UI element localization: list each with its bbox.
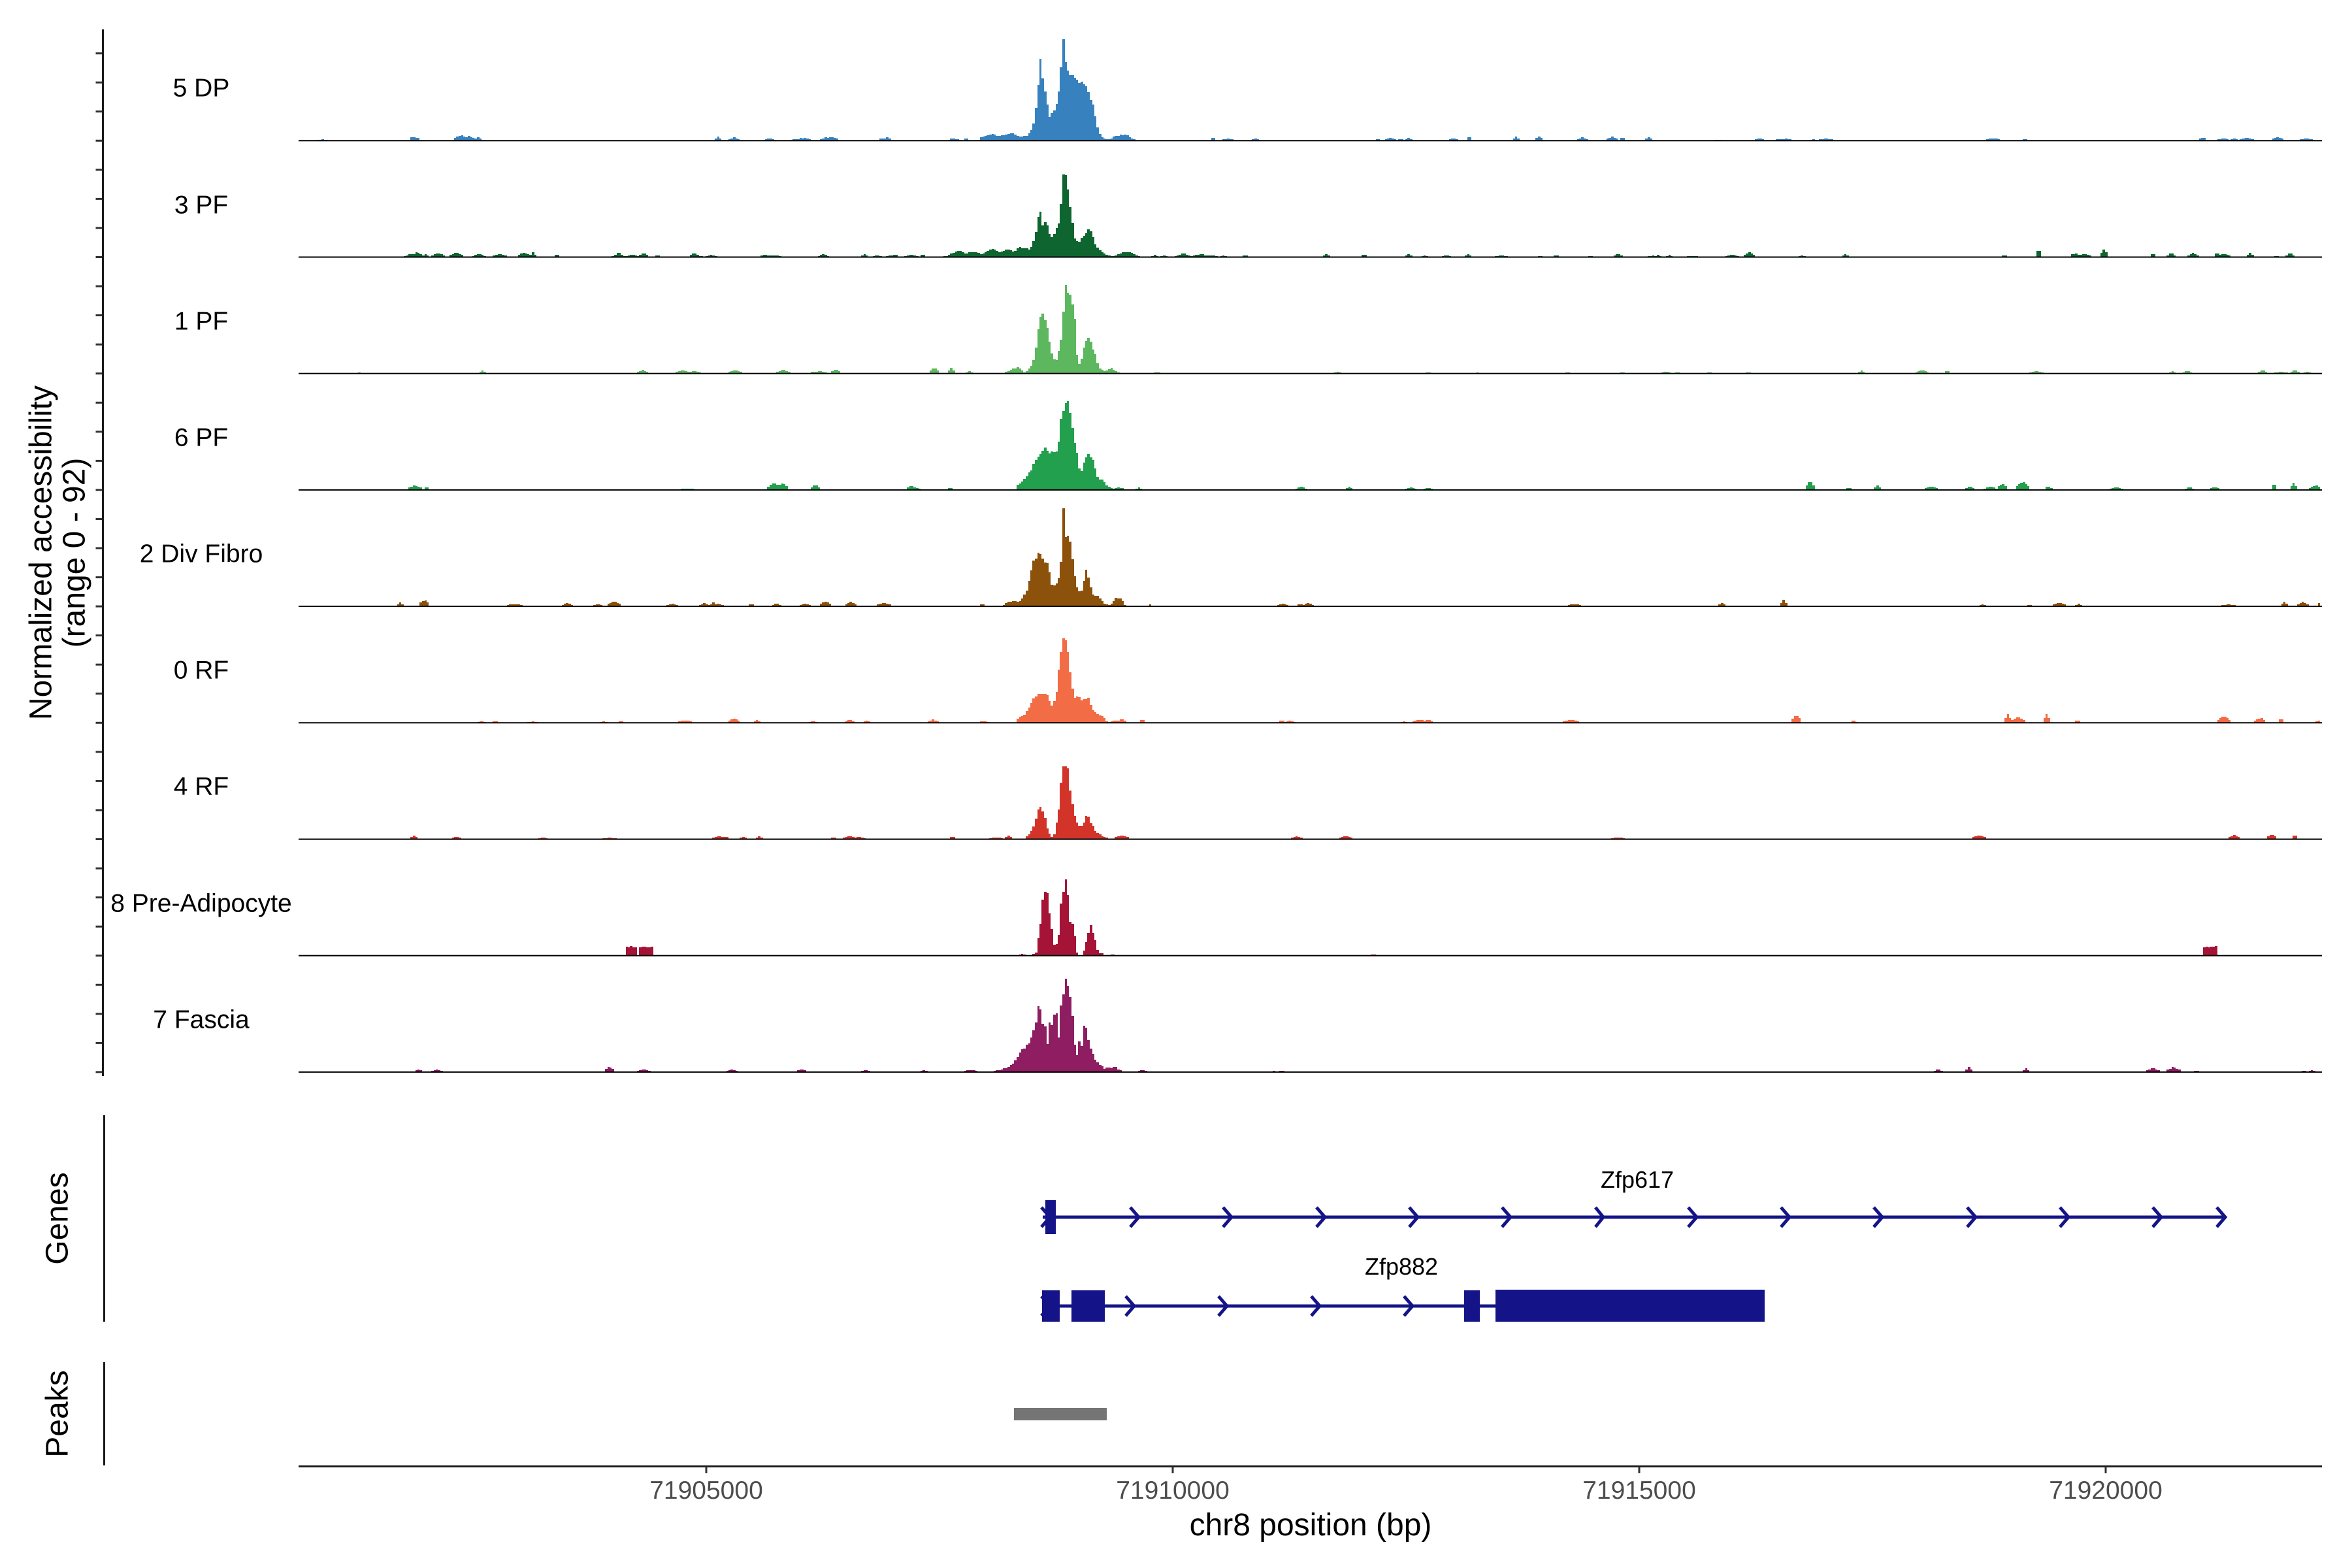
svg-text:Normalized accessibility: Normalized accessibility bbox=[24, 385, 59, 720]
svg-text:2 Div Fibro: 2 Div Fibro bbox=[140, 540, 263, 568]
svg-text:71910000: 71910000 bbox=[1116, 1477, 1230, 1505]
svg-text:Zfp882: Zfp882 bbox=[1365, 1253, 1438, 1280]
svg-text:71905000: 71905000 bbox=[649, 1477, 763, 1505]
svg-text:71915000: 71915000 bbox=[1582, 1477, 1696, 1505]
svg-text:Genes: Genes bbox=[41, 1172, 75, 1264]
svg-text:7 Fascia: 7 Fascia bbox=[153, 1006, 250, 1034]
svg-text:6 PF: 6 PF bbox=[174, 424, 228, 452]
svg-text:chr8 position (bp): chr8 position (bp) bbox=[1190, 1508, 1432, 1543]
svg-text:4 RF: 4 RF bbox=[174, 773, 229, 801]
svg-text:Peaks: Peaks bbox=[41, 1370, 75, 1457]
svg-text:1 PF: 1 PF bbox=[174, 308, 228, 336]
svg-text:Zfp617: Zfp617 bbox=[1601, 1166, 1674, 1193]
svg-text:0 RF: 0 RF bbox=[174, 657, 229, 685]
svg-text:71920000: 71920000 bbox=[2049, 1477, 2163, 1505]
svg-text:3 PF: 3 PF bbox=[174, 191, 228, 220]
svg-text:5 DP: 5 DP bbox=[173, 74, 230, 103]
svg-text:(range 0 - 92): (range 0 - 92) bbox=[57, 458, 92, 648]
svg-text:8 Pre-Adipocyte: 8 Pre-Adipocyte bbox=[110, 890, 291, 918]
